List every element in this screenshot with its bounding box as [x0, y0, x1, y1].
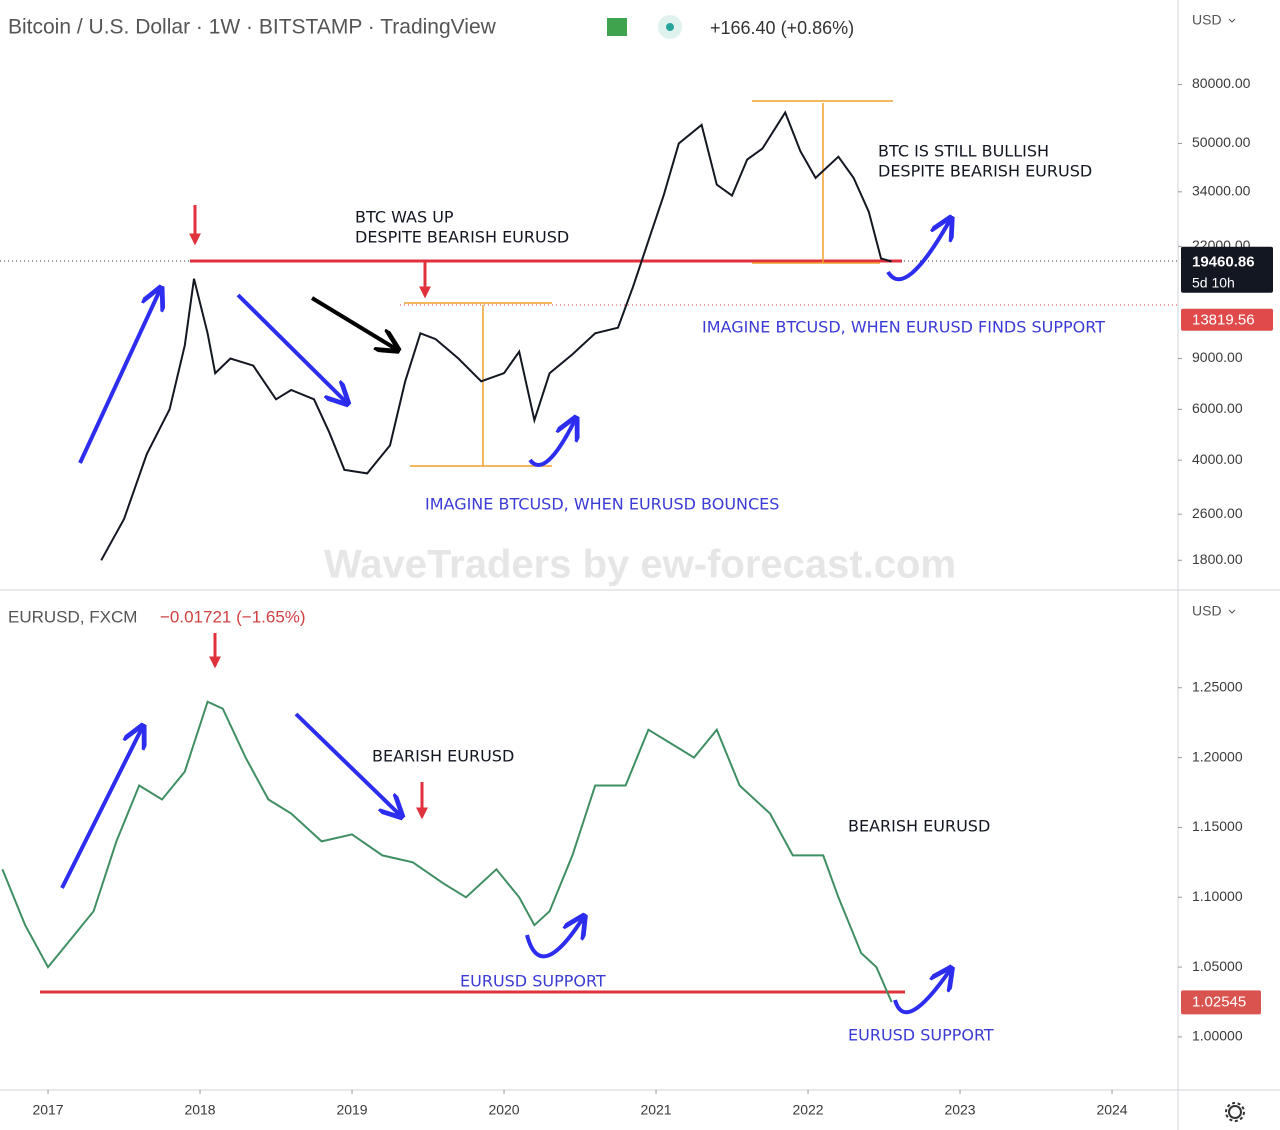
annotation: BTC WAS UP	[355, 208, 454, 227]
annotation: EURUSD SUPPORT	[460, 972, 606, 991]
currency-label[interactable]: USD	[1192, 603, 1222, 619]
y-tick-label: 1800.00	[1192, 551, 1243, 567]
price-change: −0.01721 (−1.65%)	[160, 607, 306, 626]
y-tick-label: 34000.00	[1192, 183, 1251, 199]
y-tick-label: 2600.00	[1192, 505, 1243, 521]
price-label-bg	[1181, 990, 1261, 1015]
y-tick-label: 1.20000	[1192, 748, 1243, 764]
annotation: BEARISH EURUSD	[848, 817, 990, 836]
price-label-bg	[1181, 246, 1273, 293]
annotation: EURUSD SUPPORT	[848, 1026, 994, 1045]
x-tick-label: 2019	[336, 1102, 367, 1118]
x-tick-label: 2018	[184, 1102, 215, 1118]
status-dot	[666, 23, 674, 31]
y-tick-label: 9000.00	[1192, 349, 1243, 365]
annotation: DESPITE BEARISH EURUSD	[355, 228, 569, 247]
y-tick-label: 1.25000	[1192, 678, 1243, 694]
chart-title: Bitcoin / U.S. Dollar · 1W · BITSTAMP · …	[8, 16, 497, 39]
chart-title: EURUSD, FXCM	[8, 607, 137, 626]
flag-icon	[607, 18, 627, 36]
x-tick-label: 2017	[32, 1102, 63, 1118]
y-tick-label: 1.15000	[1192, 818, 1243, 834]
y-tick-label: 1.10000	[1192, 888, 1243, 904]
price-label: 19460.86	[1192, 254, 1255, 271]
drawings	[0, 100, 1178, 1014]
watermark: WaveTraders by ew-forecast.com	[324, 543, 956, 587]
price-change: +166.40 (+0.86%)	[710, 18, 854, 38]
countdown: 5d 10h	[1192, 274, 1235, 290]
x-tick-label: 2020	[488, 1102, 519, 1118]
y-tick-label: 1.05000	[1192, 958, 1243, 974]
annotation: IMAGINE BTCUSD, WHEN EURUSD BOUNCES	[425, 495, 779, 514]
price-label: 1.02545	[1192, 993, 1246, 1010]
x-tick-label: 2021	[640, 1102, 671, 1118]
annotation: IMAGINE BTCUSD, WHEN EURUSD FINDS SUPPOR…	[702, 318, 1105, 337]
annotation: BEARISH EURUSD	[372, 747, 514, 766]
x-tick-label: 2024	[1096, 1102, 1127, 1118]
level-label-bg	[1181, 308, 1273, 331]
x-tick-label: 2023	[944, 1102, 975, 1118]
x-tick-label: 2022	[792, 1102, 823, 1118]
y-tick-label: 1.00000	[1192, 1028, 1243, 1044]
chevron	[1228, 609, 1236, 614]
currency-label[interactable]: USD	[1192, 12, 1222, 28]
annotation: BTC IS STILL BULLISH	[878, 142, 1049, 161]
level-label: 13819.56	[1192, 312, 1255, 329]
y-tick-label: 80000.00	[1192, 75, 1251, 91]
y-tick-label: 4000.00	[1192, 451, 1243, 467]
price-line	[1, 700, 893, 1003]
annotation: DESPITE BEARISH EURUSD	[878, 162, 1092, 181]
y-tick-label: 50000.00	[1192, 134, 1251, 150]
chevron	[1228, 18, 1236, 23]
price-line	[100, 110, 892, 561]
settings-icon[interactable]	[1225, 1102, 1245, 1122]
y-tick-label: 6000.00	[1192, 400, 1243, 416]
